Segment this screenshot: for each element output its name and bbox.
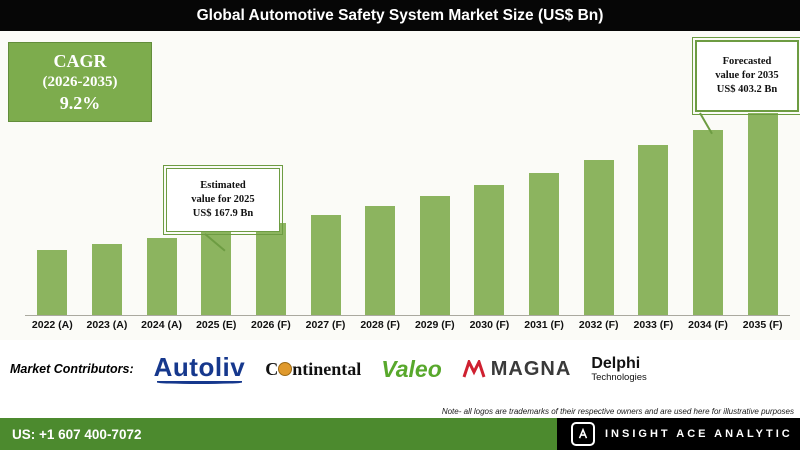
- bar-column: [353, 105, 408, 315]
- contributors-label: Market Contributors:: [10, 362, 134, 376]
- magna-logo: MAGNA: [462, 358, 572, 381]
- bar: [146, 237, 177, 315]
- cagr-box: CAGR (2026-2035) 9.2%: [8, 42, 152, 122]
- bar: [91, 244, 122, 315]
- brand-name: INSIGHT ACE ANALYTIC: [605, 428, 793, 440]
- estimated-line3: US$ 167.9 Bn: [192, 208, 254, 220]
- x-tick-label: 2022 (A): [31, 319, 73, 331]
- autoliv-logo-text: Autoliv: [153, 352, 246, 382]
- continental-horse-icon: [278, 361, 293, 376]
- forecast-line3: US$ 403.2 Bn: [716, 84, 778, 96]
- footer-brand-area: INSIGHT ACE ANALYTIC: [557, 418, 800, 450]
- bar: [365, 205, 396, 315]
- autoliv-swoosh-icon: [157, 381, 242, 384]
- bar: [37, 249, 68, 315]
- bar: [474, 184, 505, 315]
- bar-column: [298, 105, 353, 315]
- continental-logo-c: C: [265, 358, 279, 379]
- bar: [255, 223, 286, 315]
- bar: [310, 214, 341, 315]
- bar: [529, 172, 560, 315]
- x-tick-label: 2023 (A): [86, 319, 128, 331]
- x-tick-label: 2024 (A): [141, 319, 183, 331]
- magna-logo-text: MAGNA: [490, 357, 572, 380]
- bar-column: [462, 105, 517, 315]
- x-tick-label: 2026 (F): [251, 319, 291, 331]
- bar-column: [571, 105, 626, 315]
- x-tick-label: 2025 (E): [196, 319, 237, 331]
- bar-column: [626, 105, 681, 315]
- bar: [638, 145, 669, 315]
- autoliv-logo: Autoliv: [154, 354, 246, 384]
- bar-column: [134, 105, 189, 315]
- phone-number: US: +1 607 400-7072: [12, 426, 142, 442]
- footer-bar: US: +1 607 400-7072 INSIGHT ACE ANALYTIC: [0, 418, 800, 450]
- delphi-logo-text: Delphi: [591, 354, 641, 372]
- x-tick-label: 2030 (F): [469, 319, 510, 331]
- forecast-line1: Forecasted: [722, 55, 772, 67]
- bar-column: [735, 105, 790, 315]
- forecast-value-callout: Forecasted value for 2035 US$ 403.2 Bn: [692, 37, 800, 115]
- bar-column: [681, 105, 736, 315]
- cagr-period: (2026-2035): [42, 73, 118, 90]
- bar-column: [517, 105, 572, 315]
- bar-column: [407, 105, 462, 315]
- cagr-label: CAGR: [53, 50, 107, 71]
- continental-logo-text: ntinental: [292, 358, 362, 379]
- bar-column: [25, 105, 80, 315]
- estimated-line1: Estimated: [200, 179, 246, 191]
- x-tick-label: 2033 (F): [633, 319, 674, 331]
- estimated-line2: value for 2025: [191, 193, 255, 205]
- x-tick-label: 2027 (F): [305, 319, 346, 331]
- bar: [419, 195, 450, 315]
- x-labels: 2022 (A) 2023 (A) 2024 (A) 2025 (E) 2026 (F)…: [25, 319, 790, 331]
- x-tick-label: 2035 (F): [742, 319, 783, 331]
- x-tick-label: 2032 (F): [578, 319, 619, 331]
- delphi-technologies-text: Technologies: [591, 371, 647, 383]
- estimated-value-callout: Estimated value for 2025 US$ 167.9 Bn: [163, 165, 283, 235]
- title-bar: Global Automotive Safety System Market S…: [0, 0, 800, 31]
- logos-disclaimer-note: Note- all logos are trademarks of their …: [441, 407, 794, 416]
- bar-column: [244, 105, 299, 315]
- bar: [747, 113, 778, 315]
- x-tick-label: 2031 (F): [524, 319, 564, 331]
- forecast-line2: value for 2035: [715, 69, 779, 81]
- page-title: Global Automotive Safety System Market S…: [196, 6, 604, 24]
- cagr-value: 9.2%: [59, 92, 101, 113]
- x-tick-label: 2029 (F): [414, 319, 455, 331]
- insightace-logo-icon: [571, 422, 595, 446]
- x-tick-label: 2034 (F): [688, 319, 728, 331]
- magna-m-icon: [462, 360, 486, 378]
- delphi-logo: Delphi Technologies: [591, 355, 646, 383]
- bar-column: [80, 105, 135, 315]
- bars: [25, 105, 790, 316]
- bar: [693, 129, 723, 315]
- valeo-logo: Valeo: [381, 355, 442, 382]
- footer-contact: US: +1 607 400-7072: [0, 418, 557, 450]
- bar: [583, 159, 614, 315]
- x-tick-label: 2028 (F): [360, 319, 400, 331]
